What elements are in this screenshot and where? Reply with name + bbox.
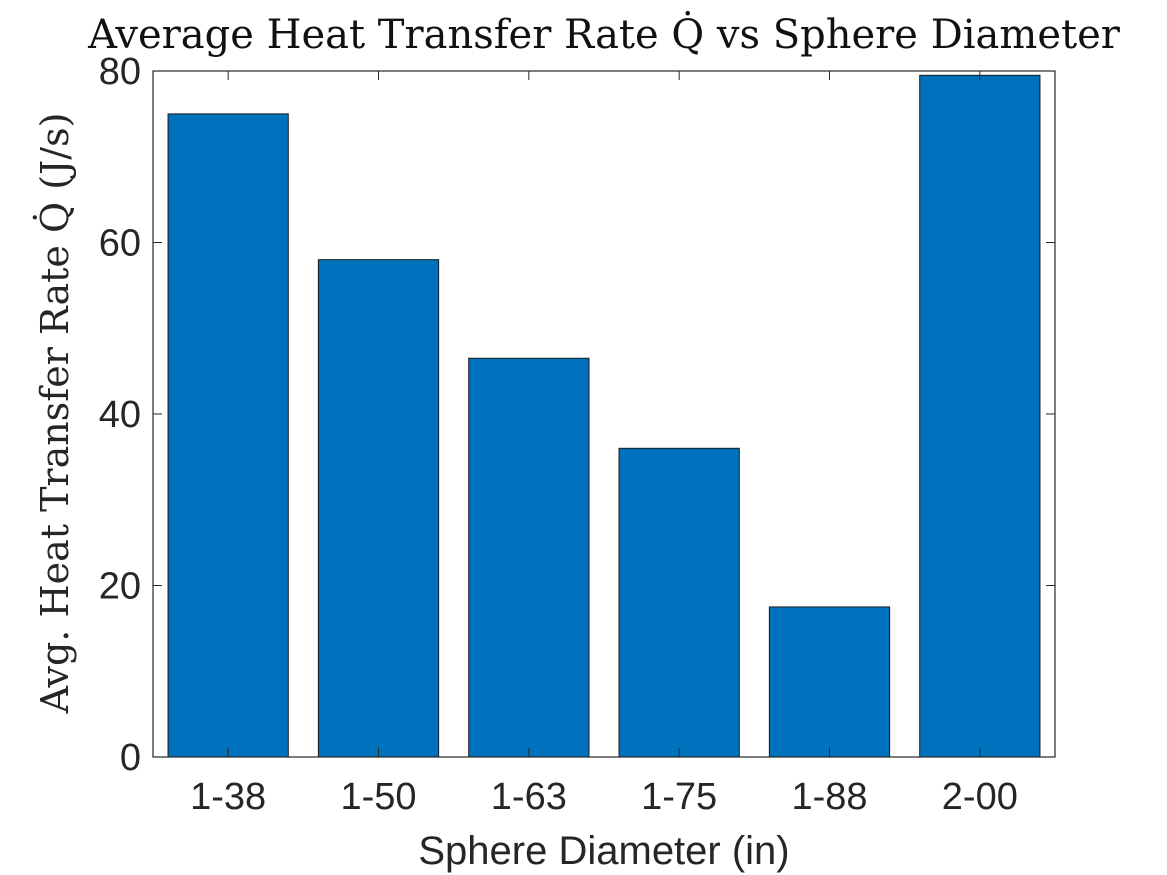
tick-labels-group: 1-38 1-50 1-63 1-75 1-88 2-00 0 20 40 60 80 <box>99 51 1018 818</box>
x-axis-label: Sphere Diameter (in) <box>418 829 789 873</box>
y-tick-label: 60 <box>99 223 141 265</box>
x-tick-label: 1-75 <box>641 776 717 818</box>
x-tick-label: 1-38 <box>190 776 266 818</box>
bar-1-63 <box>468 357 590 758</box>
bar-1-88 <box>768 606 891 758</box>
x-tick-label: 1-88 <box>791 776 867 818</box>
x-tick-label: 1-63 <box>491 776 567 818</box>
bars-group <box>167 74 1041 758</box>
bar-1-38 <box>167 113 289 758</box>
y-tick-label: 80 <box>99 51 141 93</box>
bar-2-00 <box>919 74 1041 758</box>
ticks-group <box>153 70 1055 758</box>
bar-1-50 <box>317 259 440 758</box>
bar-1-75 <box>618 447 740 758</box>
x-tick-label: 2-00 <box>942 776 1018 818</box>
y-axis-label: Avg. Heat Transfer Rate Q̇ (J/s) <box>33 113 77 715</box>
y-tick-label: 20 <box>99 566 141 608</box>
x-tick-label: 1-50 <box>340 776 416 818</box>
y-tick-label: 40 <box>99 394 141 436</box>
y-tick-label: 0 <box>120 737 141 779</box>
chart-title: Average Heat Transfer Rate Q̇ vs Sphere … <box>87 11 1121 58</box>
